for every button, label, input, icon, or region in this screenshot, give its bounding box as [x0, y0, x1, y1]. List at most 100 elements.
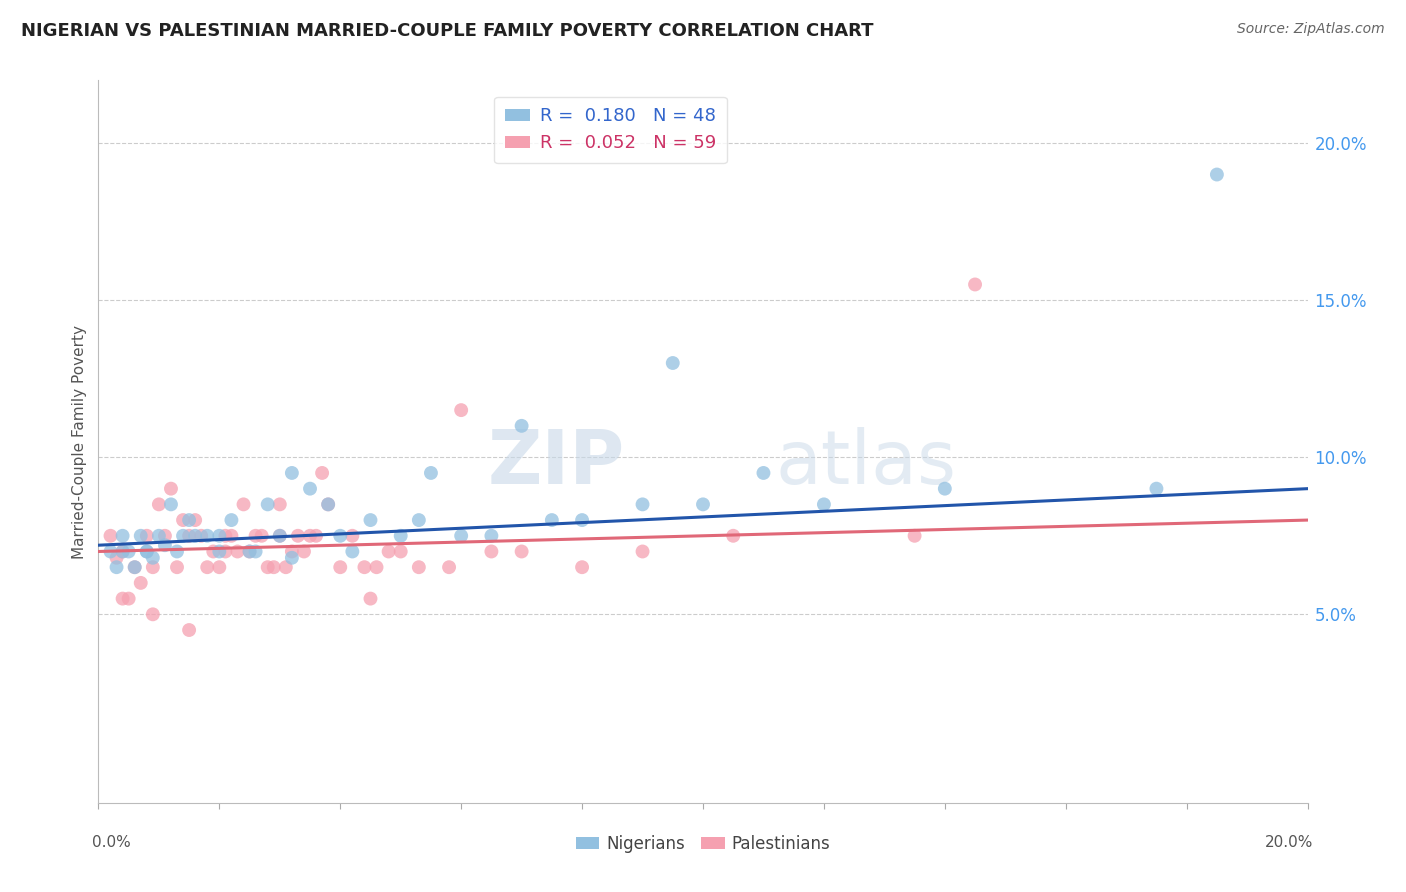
Point: [148, 497, 170, 511]
Point: [179, 529, 201, 543]
Point: [377, 544, 399, 558]
Point: [256, 560, 278, 574]
Point: [1146, 482, 1168, 496]
Point: [631, 544, 654, 558]
Point: [360, 513, 382, 527]
Point: [269, 529, 291, 543]
Point: [208, 529, 231, 543]
Point: [813, 497, 835, 511]
Point: [142, 560, 165, 574]
Point: [105, 550, 128, 565]
Y-axis label: Married-Couple Family Poverty: Married-Couple Family Poverty: [72, 325, 87, 558]
Point: [232, 497, 254, 511]
Point: [214, 529, 236, 543]
Point: [153, 529, 176, 543]
Point: [450, 529, 472, 543]
Point: [934, 482, 956, 496]
Point: [571, 560, 593, 574]
Point: [481, 529, 503, 543]
Point: [111, 544, 134, 558]
Point: [510, 418, 533, 433]
Point: [408, 560, 430, 574]
Point: [148, 529, 170, 543]
Text: Source: ZipAtlas.com: Source: ZipAtlas.com: [1237, 22, 1385, 37]
Point: [420, 466, 443, 480]
Point: [316, 497, 339, 511]
Point: [299, 482, 322, 496]
Point: [208, 544, 231, 558]
Point: [118, 544, 141, 558]
Point: [250, 529, 273, 543]
Point: [142, 550, 165, 565]
Point: [437, 560, 460, 574]
Point: [540, 513, 562, 527]
Point: [281, 544, 304, 558]
Point: [195, 529, 218, 543]
Point: [105, 560, 128, 574]
Point: [100, 529, 122, 543]
Point: [274, 560, 297, 574]
Point: [135, 544, 157, 558]
Point: [299, 529, 322, 543]
Point: [111, 544, 134, 558]
Point: [281, 550, 304, 565]
Point: [135, 544, 157, 558]
Point: [184, 529, 207, 543]
Point: [166, 544, 188, 558]
Legend: Nigerians, Palestinians: Nigerians, Palestinians: [569, 828, 837, 860]
Point: [239, 544, 262, 558]
Point: [329, 529, 352, 543]
Text: atlas: atlas: [776, 426, 956, 500]
Point: [481, 544, 503, 558]
Point: [723, 529, 745, 543]
Point: [316, 497, 339, 511]
Point: [510, 544, 533, 558]
Point: [172, 513, 194, 527]
Point: [342, 529, 364, 543]
Point: [287, 529, 309, 543]
Point: [366, 560, 388, 574]
Point: [124, 560, 146, 574]
Point: [221, 529, 243, 543]
Point: [342, 544, 364, 558]
Text: NIGERIAN VS PALESTINIAN MARRIED-COUPLE FAMILY POVERTY CORRELATION CHART: NIGERIAN VS PALESTINIAN MARRIED-COUPLE F…: [21, 22, 873, 40]
Point: [1206, 168, 1229, 182]
Point: [353, 560, 375, 574]
Point: [965, 277, 987, 292]
Point: [100, 544, 122, 558]
Point: [179, 513, 201, 527]
Point: [263, 560, 285, 574]
Point: [269, 497, 291, 511]
Text: 20.0%: 20.0%: [1265, 835, 1313, 850]
Point: [305, 529, 328, 543]
Point: [190, 529, 212, 543]
Point: [239, 544, 262, 558]
Point: [135, 529, 157, 543]
Point: [142, 607, 165, 622]
Point: [214, 544, 236, 558]
Point: [389, 529, 412, 543]
Point: [166, 560, 188, 574]
Point: [661, 356, 683, 370]
Point: [408, 513, 430, 527]
Point: [202, 544, 225, 558]
Point: [450, 403, 472, 417]
Point: [360, 591, 382, 606]
Point: [184, 513, 207, 527]
Point: [904, 529, 927, 543]
Point: [269, 529, 291, 543]
Point: [195, 560, 218, 574]
Point: [129, 575, 152, 590]
Point: [226, 544, 249, 558]
Point: [129, 529, 152, 543]
Point: [571, 513, 593, 527]
Point: [752, 466, 775, 480]
Point: [118, 591, 141, 606]
Point: [256, 497, 278, 511]
Point: [221, 513, 243, 527]
Point: [172, 529, 194, 543]
Point: [631, 497, 654, 511]
Point: [692, 497, 714, 511]
Point: [311, 466, 333, 480]
Point: [389, 544, 412, 558]
